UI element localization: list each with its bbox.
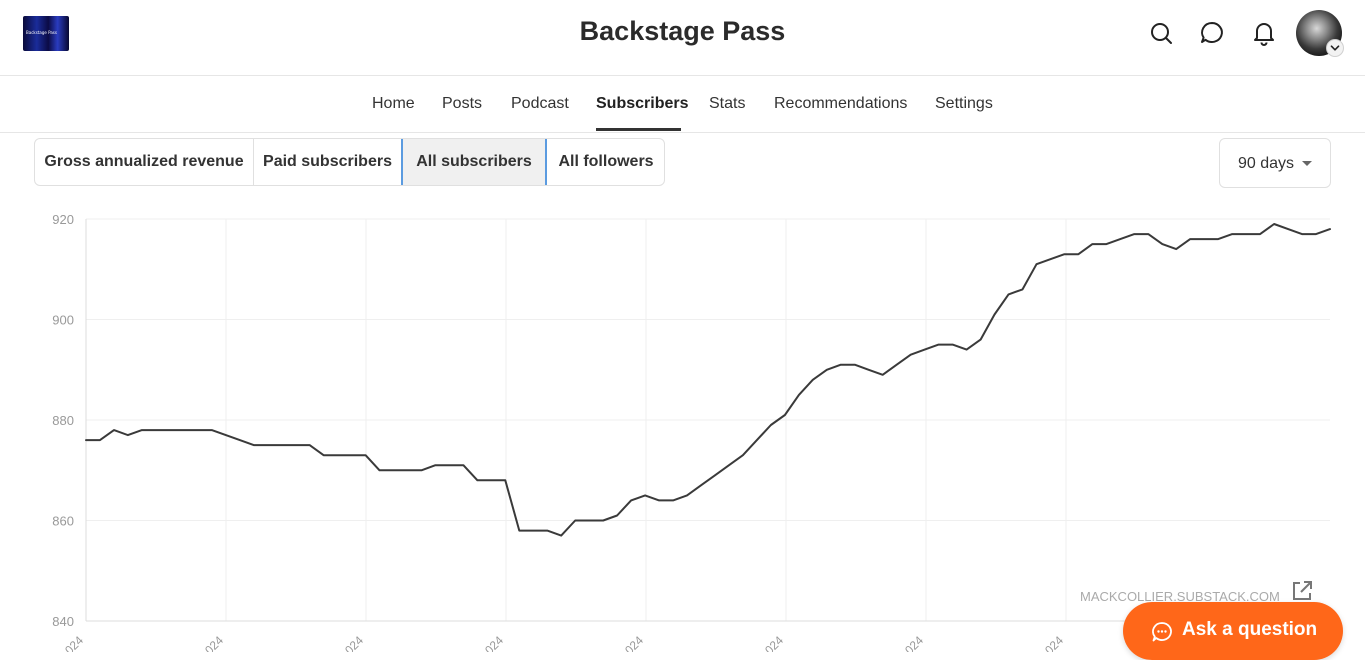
active-nav-indicator xyxy=(596,128,681,131)
page-title: Backstage Pass xyxy=(579,16,786,46)
nav-item-podcast[interactable]: Podcast xyxy=(511,95,569,112)
tab-focus-outline-left xyxy=(401,139,403,185)
nav-item-recommendations[interactable]: Recommendations xyxy=(774,95,908,112)
tab-focus-outline-right xyxy=(545,139,547,185)
search-icon[interactable] xyxy=(1148,20,1174,46)
period-select-label: 90 days xyxy=(1238,155,1295,172)
nav-item-subscribers[interactable]: Subscribers xyxy=(596,95,689,112)
publication-logo[interactable]: Backstage Pass xyxy=(23,16,69,51)
y-tick-label: 920 xyxy=(52,212,74,227)
x-tick-label: 024 xyxy=(202,633,226,652)
nav-item-posts[interactable]: Posts xyxy=(442,95,483,112)
logo-text: Backstage Pass xyxy=(26,30,57,35)
period-select[interactable]: 90 days xyxy=(1219,138,1331,188)
x-tick-label: 024 xyxy=(902,633,926,652)
tab-all-followers[interactable]: All followers xyxy=(558,153,654,170)
tab-paid-subscribers[interactable]: Paid subscribers xyxy=(253,139,401,185)
subscribers-chart: 840 860 880 900 920 024 024 024 024 024 024 024 024 xyxy=(52,212,1331,652)
tab-all-subscribers[interactable]: All subscribers xyxy=(403,139,545,185)
caret-down-icon xyxy=(1302,161,1312,166)
nav-item-home[interactable]: Home xyxy=(372,95,415,112)
chat-bubble-icon xyxy=(1152,622,1172,642)
y-tick-label: 900 xyxy=(52,313,74,328)
nav-item-settings[interactable]: Settings xyxy=(935,95,993,112)
chat-icon[interactable] xyxy=(1199,20,1225,46)
x-tick-label: 024 xyxy=(62,633,86,652)
x-tick-label: 024 xyxy=(762,633,786,652)
publication-url: MACKCOLLIER.SUBSTACK.COM xyxy=(1080,589,1280,604)
nav-item-stats[interactable]: Stats xyxy=(709,95,746,112)
y-tick-label: 880 xyxy=(52,413,74,428)
ask-question-label: Ask a question xyxy=(1182,619,1318,640)
chevron-down-icon[interactable] xyxy=(1326,39,1344,57)
x-tick-label: 024 xyxy=(1042,633,1066,652)
x-tick-label: 024 xyxy=(482,633,506,652)
y-tick-label: 840 xyxy=(52,614,74,629)
metric-tabs: Gross annualized revenue Paid subscriber… xyxy=(34,138,665,186)
x-tick-label: 024 xyxy=(342,633,366,652)
top-header: Backstage Pass Backstage Pass xyxy=(0,0,1365,76)
external-link-icon[interactable] xyxy=(1289,578,1315,604)
main-nav: Home Posts Podcast Subscribers Stats Rec… xyxy=(0,76,1365,133)
tab-gross-annualized-revenue[interactable]: Gross annualized revenue xyxy=(44,153,244,170)
bell-icon[interactable] xyxy=(1251,20,1277,46)
y-tick-label: 860 xyxy=(52,514,74,529)
x-tick-label: 024 xyxy=(622,633,646,652)
series-line-all-subscribers xyxy=(85,223,1331,537)
ask-question-button[interactable]: Ask a question xyxy=(1123,602,1343,660)
